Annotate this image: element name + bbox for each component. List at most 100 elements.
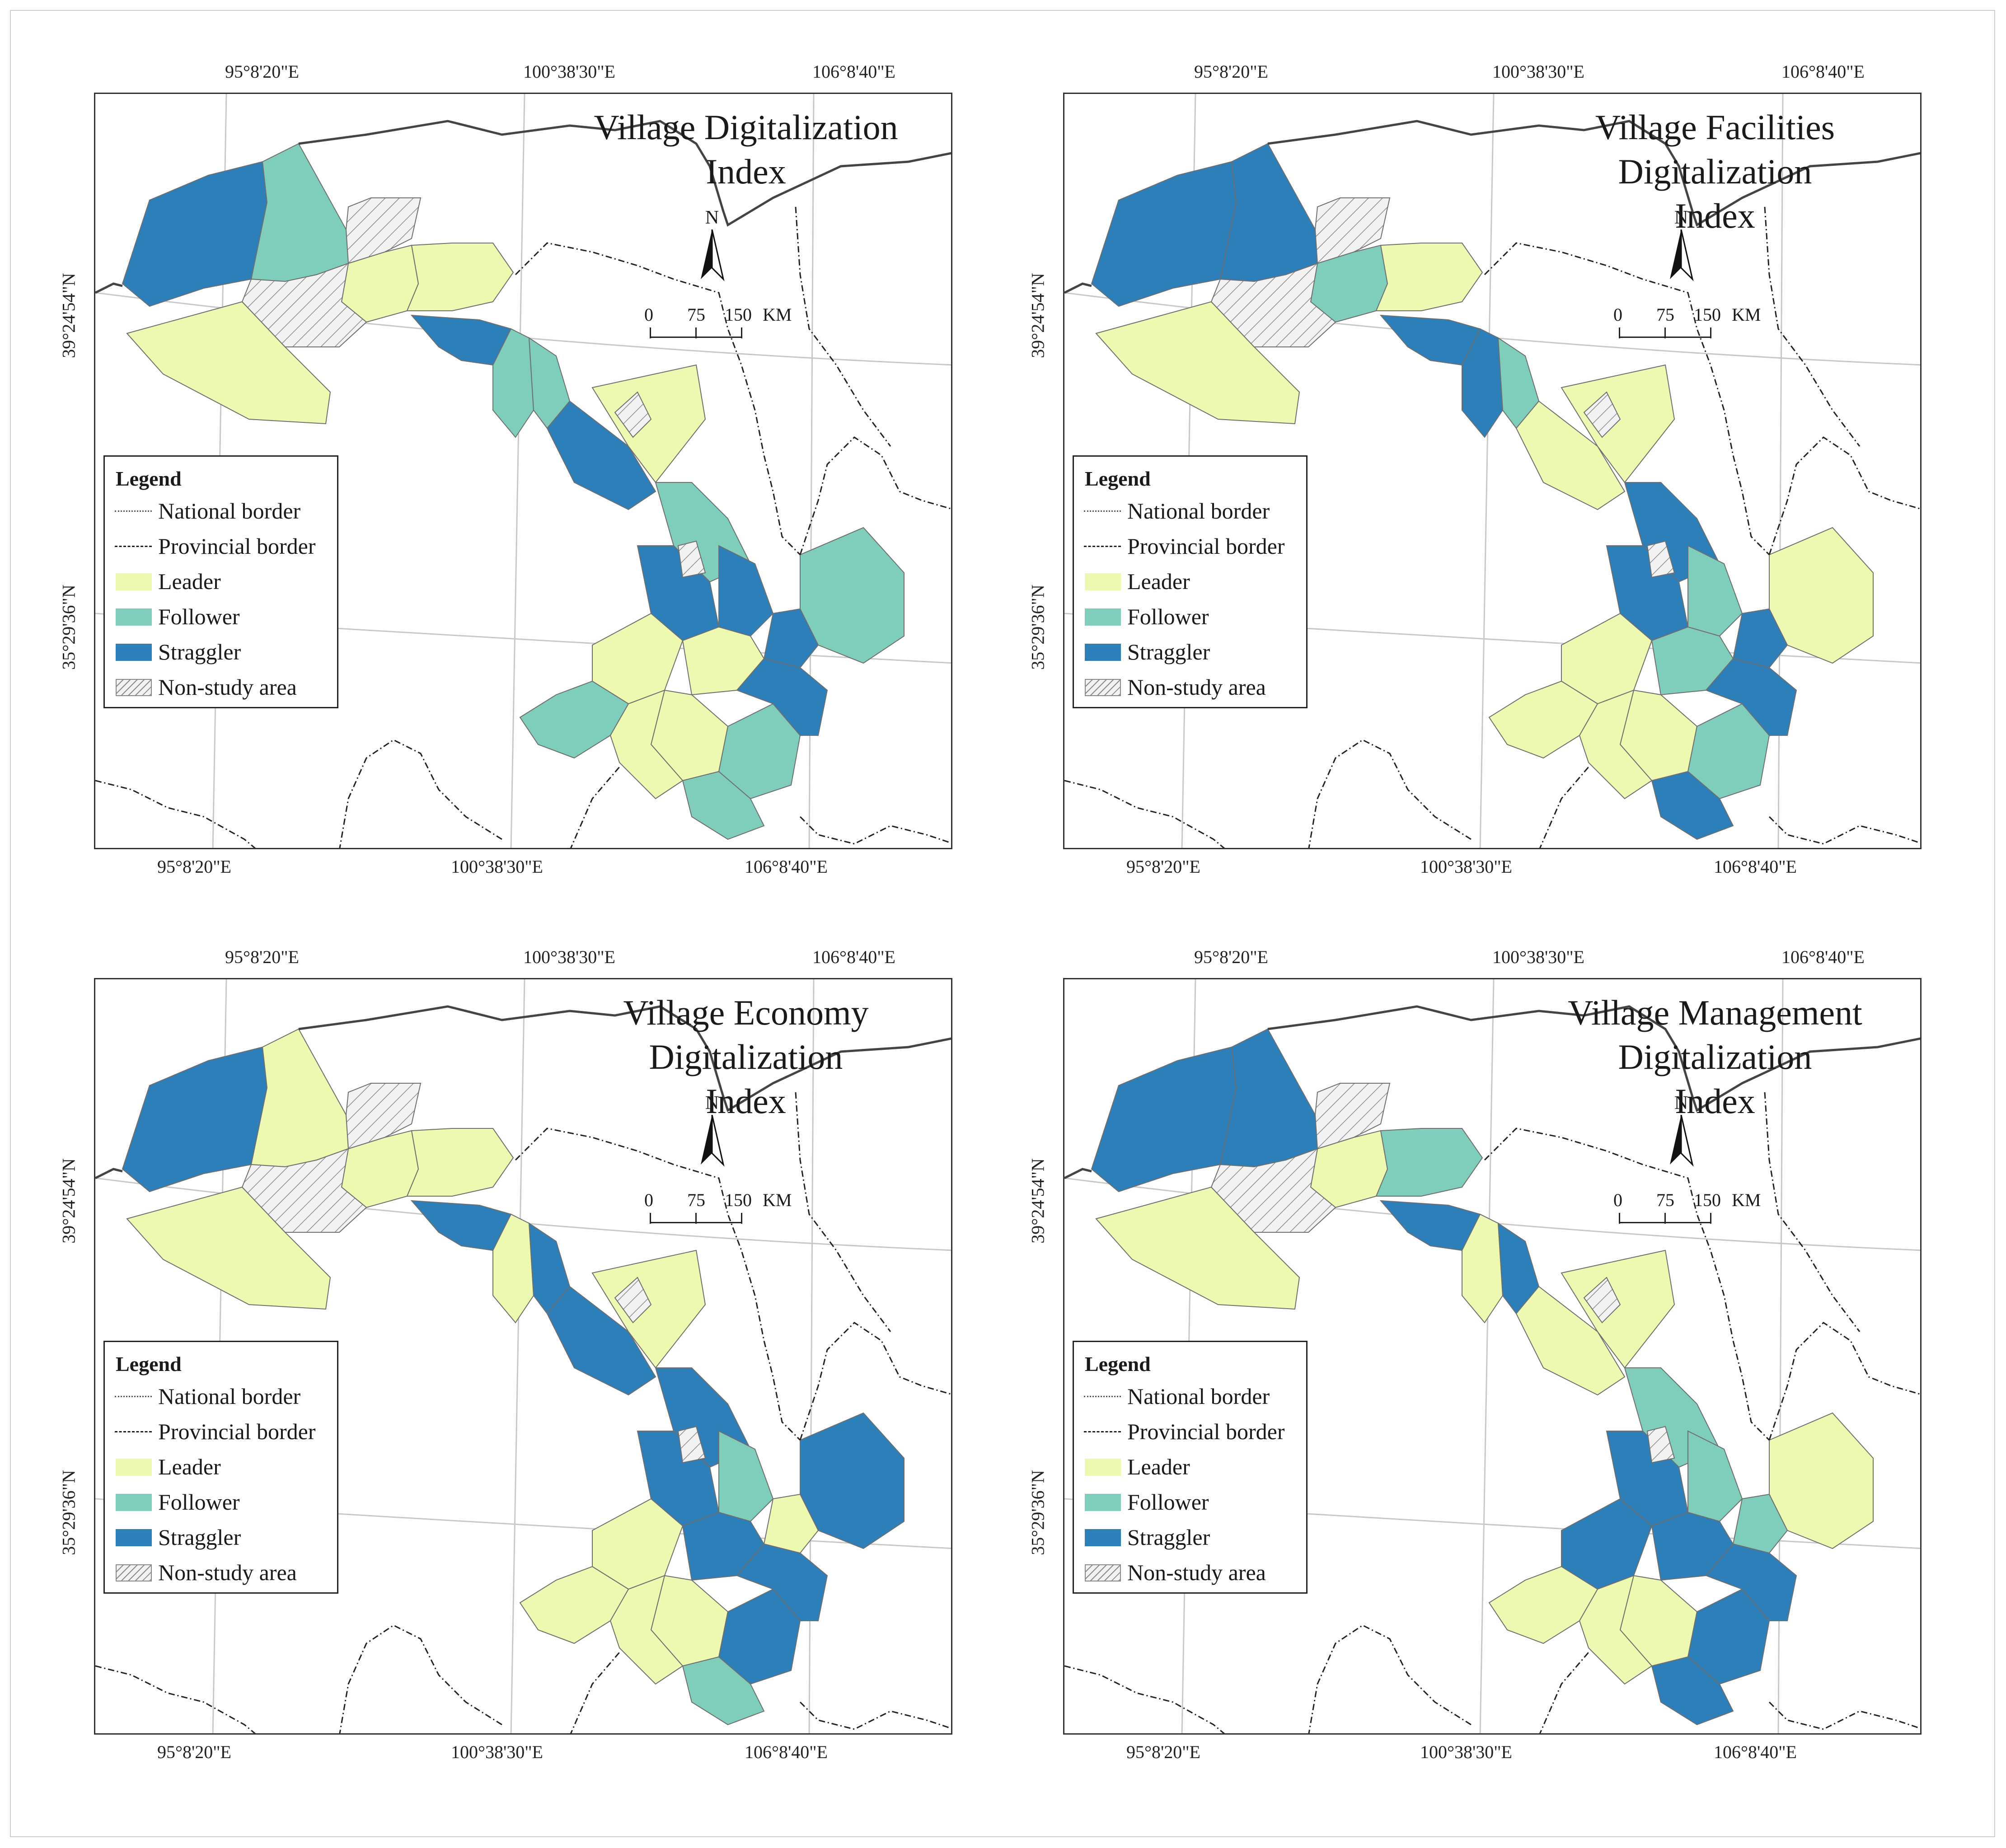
longitude-label-bottom: 106°8'40"E (745, 856, 828, 877)
longitude-label-top: 100°38'30"E (1492, 947, 1584, 967)
legend-label: Provincial border (1127, 1419, 1285, 1444)
map-title-line1: Village Digitalization (594, 108, 898, 147)
non-study-area (677, 1426, 706, 1464)
legend-label: Follower (1127, 1489, 1209, 1515)
legend-title: Legend (116, 467, 182, 490)
national-border (95, 120, 951, 294)
legend: Legend National border Provincial border L… (103, 455, 338, 708)
legend-label: Follower (158, 1489, 240, 1515)
scale-tick-label: 150 (725, 304, 752, 325)
legend-label: Straggler (158, 639, 241, 664)
longitude-label-top: 100°38'30"E (523, 947, 615, 967)
latitude-label-left: 35°29'36"N (58, 1470, 79, 1555)
legend-label: National border (1127, 1384, 1270, 1409)
provincial-border (1539, 767, 1589, 848)
provincial-border (95, 1665, 256, 1733)
map-title-line2: Index (1675, 1081, 1755, 1121)
scale-tick-label: 0 (1613, 304, 1622, 325)
legend-item: Follower (1082, 603, 1209, 630)
provincial-border (1539, 1652, 1589, 1733)
legend-item: Straggler (1082, 638, 1210, 665)
map-title-line1: Village Economy Digitalization (623, 993, 869, 1076)
non-study-area (1583, 1277, 1621, 1324)
legend-label: National border (158, 1384, 301, 1409)
scale-tick (695, 1213, 697, 1224)
legend-symbol (113, 643, 154, 661)
north-arrow-label: N (705, 207, 719, 228)
provincial-border (1768, 436, 1920, 555)
choropleth-map (1064, 979, 1920, 1733)
latitude-label-left: 39°24'54"N (1027, 1158, 1048, 1244)
scale-tick (741, 1213, 742, 1224)
legend-label: Leader (158, 569, 221, 594)
legend-label: Provincial border (1127, 533, 1285, 559)
scale-unit: KM (1732, 304, 1761, 325)
national-border (1064, 120, 1920, 294)
region-straggler (763, 608, 819, 669)
longitude-label-bottom: 100°38'30"E (1420, 856, 1512, 877)
region-straggler (410, 314, 512, 366)
scale-unit: KM (763, 1190, 792, 1210)
map-frame: Village Facilities Digitalization Index … (1063, 93, 1922, 849)
legend-title: Legend (116, 1352, 182, 1375)
legend-item: Provincial border (1082, 1418, 1285, 1445)
region-follower (250, 143, 349, 282)
legend-item: Leader (113, 568, 221, 595)
legend-item: Non-study area (113, 1559, 297, 1586)
provincial-border (799, 816, 951, 845)
provincial-border (795, 1092, 891, 1332)
longitude-label-bottom: 100°38'30"E (1420, 1742, 1512, 1762)
legend-item: Non-study area (113, 674, 297, 701)
longitude-label-top: 95°8'20"E (1194, 61, 1268, 82)
legend-symbol (113, 537, 154, 555)
longitude-label-top: 106°8'40"E (1781, 61, 1865, 82)
region-straggler (736, 1543, 828, 1621)
legend-label: Straggler (158, 1525, 241, 1550)
region-leader (406, 1128, 514, 1197)
region-leader (406, 243, 514, 311)
legend-item: National border (113, 497, 300, 524)
legend-item: Straggler (1082, 1524, 1210, 1551)
scale-tick (1710, 327, 1711, 338)
legend-item: National border (1082, 497, 1270, 524)
map-title-line1: Village Management Digitalization (1568, 993, 1862, 1076)
region-straggler (1379, 314, 1481, 366)
region-leader (1579, 1575, 1653, 1685)
scale-tick-label: 75 (1656, 304, 1674, 325)
scale-bar: 0 75 150 KM (644, 1189, 798, 1244)
scale-bar: 0 75 150 KM (1613, 1189, 1767, 1244)
map-title: Village Digitalization Index (547, 105, 945, 194)
choropleth-map (95, 979, 951, 1733)
legend-symbol (1082, 1563, 1123, 1581)
region-follower (1687, 1430, 1743, 1522)
latitude-label-left: 35°29'36"N (1027, 1470, 1048, 1555)
legend-label: Straggler (1127, 639, 1210, 664)
scale-tick (650, 327, 651, 338)
legend-title: Legend (1085, 467, 1151, 490)
legend-symbol (113, 1563, 154, 1581)
legend-symbol (1082, 1422, 1123, 1441)
region-leader (609, 689, 684, 800)
scale-bar: 0 75 150 KM (1613, 304, 1767, 358)
provincial-border (1308, 1624, 1472, 1733)
legend-title: Legend (1085, 1352, 1151, 1375)
map-frame: Village Management Digitalization Index … (1063, 978, 1922, 1735)
legend-symbol (1082, 1493, 1123, 1511)
longitude-label-bottom: 106°8'40"E (1714, 856, 1797, 877)
legend-symbol (1082, 1387, 1123, 1405)
longitude-label-top: 95°8'20"E (225, 947, 299, 967)
scale-tick (650, 1213, 651, 1224)
graticule-line (1479, 94, 1495, 848)
non-study-area (1314, 197, 1391, 264)
region-straggler (546, 1286, 656, 1396)
legend-symbol (1082, 608, 1123, 626)
provincial-border (339, 739, 502, 848)
non-study-area (345, 1083, 422, 1150)
region-straggler (1705, 1543, 1797, 1621)
north-arrow: N (692, 1092, 732, 1174)
non-study-area (1583, 391, 1621, 438)
longitude-label-top: 95°8'20"E (225, 61, 299, 82)
legend-label: Leader (158, 1454, 221, 1479)
legend-item: National border (1082, 1383, 1270, 1410)
legend-label: Non-study area (1127, 674, 1266, 700)
